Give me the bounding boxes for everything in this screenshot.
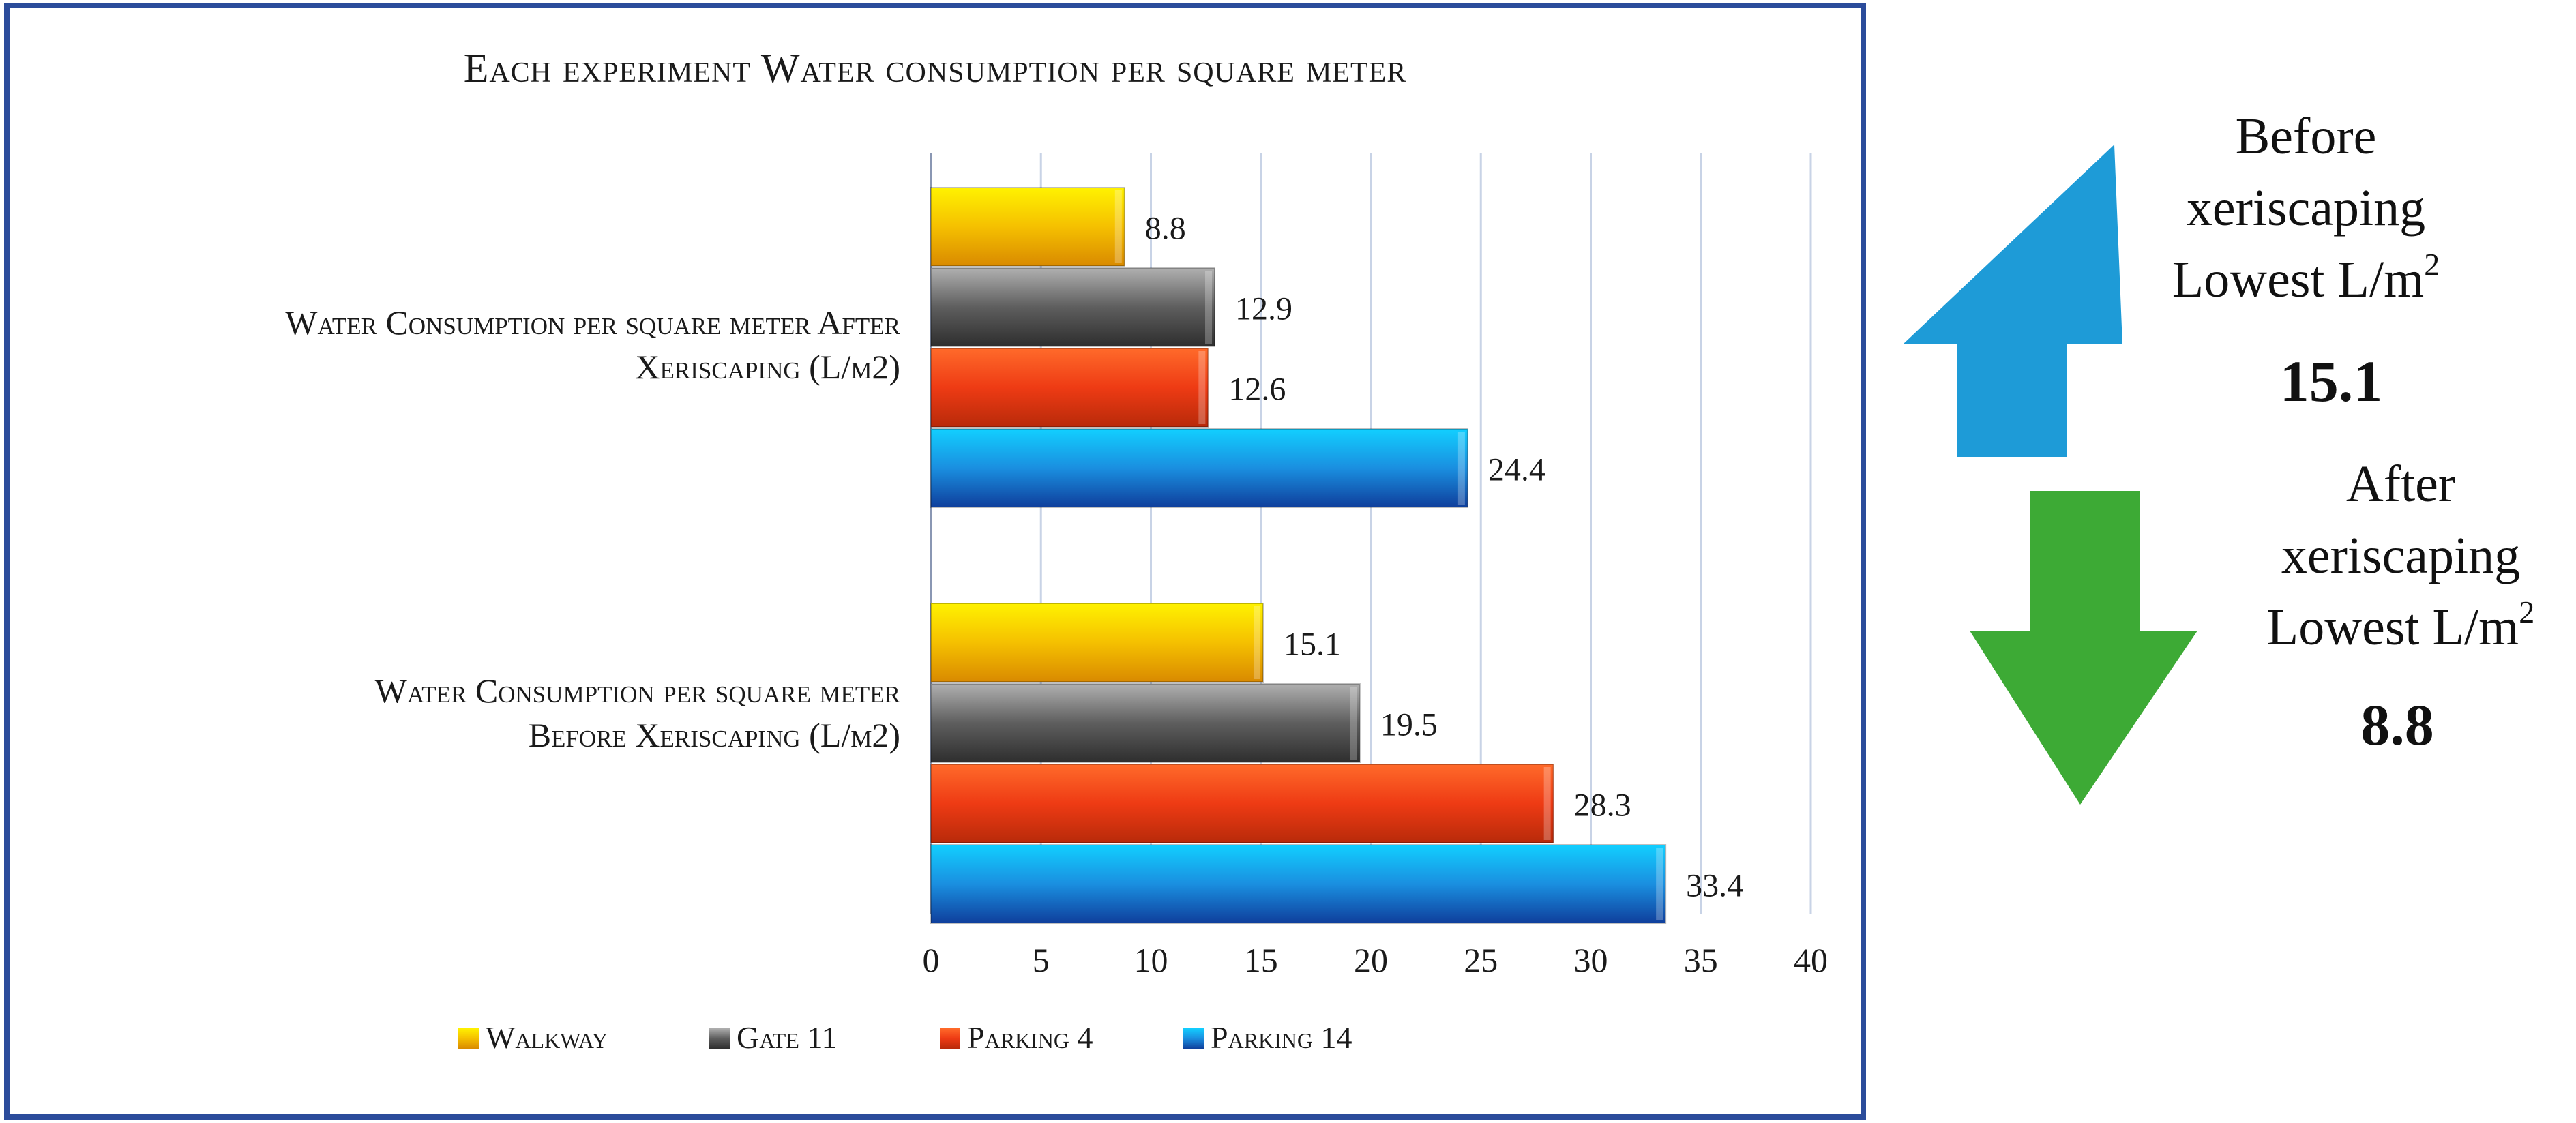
x-tick-label: 20 bbox=[1354, 941, 1388, 979]
bar-parking-14-before bbox=[930, 844, 1667, 924]
x-tick-label: 25 bbox=[1464, 941, 1498, 979]
bar-bevel bbox=[1543, 767, 1551, 840]
x-tick-label: 40 bbox=[1794, 941, 1828, 979]
bars: 8.8 12.9 12.6 24.4 15.1 19.5 28.3 33.4 bbox=[930, 187, 1743, 924]
legend: Walkway Gate 11 Parking 4 Parking 14 bbox=[458, 1020, 1352, 1055]
category-label-after-line2: Xeriscaping (L/m2) bbox=[635, 348, 900, 386]
x-tick-label: 15 bbox=[1244, 941, 1278, 979]
bar-bevel bbox=[1350, 687, 1357, 760]
legend-item-parking-4: Parking 4 bbox=[940, 1020, 1093, 1055]
bar-group: 8.8 bbox=[930, 187, 1186, 267]
x-tick-label: 5 bbox=[1033, 941, 1050, 979]
bar-bevel bbox=[1253, 606, 1260, 679]
chart-title: Each experiment Water consumption per sq… bbox=[464, 46, 1407, 91]
bar-value-label: 12.9 bbox=[1235, 291, 1292, 327]
bar-bevel bbox=[1457, 432, 1465, 505]
bar-parking-4-after bbox=[930, 348, 1209, 428]
bar-value-label: 28.3 bbox=[1574, 788, 1631, 824]
annotation-after-value: 8.8 bbox=[2360, 692, 2434, 758]
bar-bevel bbox=[1656, 848, 1663, 920]
x-tick-labels: 0 5 10 15 20 25 30 35 40 bbox=[923, 941, 1829, 979]
x-tick-label: 30 bbox=[1574, 941, 1608, 979]
annotation-before-line1: Before bbox=[2236, 108, 2377, 165]
x-tick-label: 10 bbox=[1134, 941, 1168, 979]
legend-swatch-parking-14 bbox=[1183, 1028, 1204, 1049]
bar-value-label: 8.8 bbox=[1145, 211, 1186, 247]
x-tick-label: 0 bbox=[923, 941, 940, 979]
annotation-after-line3: Lowest L/m2 bbox=[2267, 595, 2534, 656]
bar-gate-11-after bbox=[930, 267, 1216, 347]
bar-parking-4-before bbox=[930, 764, 1554, 843]
bar-value-label: 19.5 bbox=[1380, 707, 1438, 743]
x-tick-label: 35 bbox=[1684, 941, 1718, 979]
legend-swatch-gate-11 bbox=[709, 1028, 730, 1049]
category-label-before-line2: Before Xeriscaping (L/m2) bbox=[529, 716, 900, 754]
bar-bevel bbox=[1114, 190, 1122, 263]
annotation-after-unit: Lowest L/m bbox=[2267, 599, 2519, 656]
legend-item-gate-11: Gate 11 bbox=[709, 1020, 838, 1055]
bar-group: 15.1 bbox=[930, 603, 1341, 683]
annotation-after-sup: 2 bbox=[2519, 595, 2534, 629]
legend-label-gate-11: Gate 11 bbox=[737, 1020, 838, 1055]
annotation-after-line2: xeriscaping bbox=[2281, 527, 2520, 584]
category-label-before: Water Consumption per square meter Befor… bbox=[375, 672, 901, 754]
up-arrow-icon bbox=[1903, 145, 2122, 457]
annotation-before-line3: Lowest L/m2 bbox=[2172, 247, 2440, 308]
bar-value-label: 15.1 bbox=[1284, 627, 1341, 663]
bar-group: 24.4 bbox=[930, 428, 1545, 508]
bar-bevel bbox=[1198, 351, 1206, 424]
bar-gate-11-before bbox=[930, 683, 1361, 763]
bar-walkway-before bbox=[930, 603, 1264, 683]
bar-value-label: 24.4 bbox=[1488, 452, 1545, 488]
bar-group: 28.3 bbox=[930, 764, 1631, 843]
annotation-after: After xeriscaping Lowest L/m2 8.8 bbox=[1970, 455, 2534, 805]
category-label-before-line1: Water Consumption per square meter bbox=[375, 672, 901, 710]
bar-bevel bbox=[1205, 271, 1213, 344]
legend-swatch-walkway bbox=[458, 1028, 479, 1049]
annotation-before-unit: Lowest L/m bbox=[2172, 251, 2424, 308]
category-label-after-line1: Water Consumption per square meter After bbox=[285, 303, 900, 342]
legend-label-parking-4: Parking 4 bbox=[967, 1020, 1093, 1055]
legend-label-walkway: Walkway bbox=[486, 1020, 608, 1055]
bar-group: 12.9 bbox=[930, 267, 1292, 347]
annotation-after-line1: After bbox=[2346, 455, 2455, 513]
down-arrow-icon bbox=[1970, 491, 2197, 805]
bar-value-label: 12.6 bbox=[1228, 372, 1286, 408]
bar-group: 33.4 bbox=[930, 844, 1743, 924]
legend-label-parking-14: Parking 14 bbox=[1211, 1020, 1352, 1055]
bar-group: 19.5 bbox=[930, 683, 1438, 763]
bar-parking-14-after bbox=[930, 428, 1468, 508]
legend-item-walkway: Walkway bbox=[458, 1020, 608, 1055]
annotation-before: Before xeriscaping Lowest L/m2 15.1 bbox=[1903, 108, 2440, 457]
category-label-after: Water Consumption per square meter After… bbox=[285, 303, 900, 386]
annotation-before-line2: xeriscaping bbox=[2187, 179, 2425, 237]
legend-swatch-parking-4 bbox=[940, 1028, 960, 1049]
bar-group: 12.6 bbox=[930, 348, 1286, 428]
annotation-before-value: 15.1 bbox=[2280, 348, 2383, 414]
bar-walkway-after bbox=[930, 187, 1125, 267]
legend-item-parking-14: Parking 14 bbox=[1183, 1020, 1352, 1055]
annotation-before-sup: 2 bbox=[2424, 247, 2440, 282]
bar-value-label: 33.4 bbox=[1686, 868, 1743, 904]
